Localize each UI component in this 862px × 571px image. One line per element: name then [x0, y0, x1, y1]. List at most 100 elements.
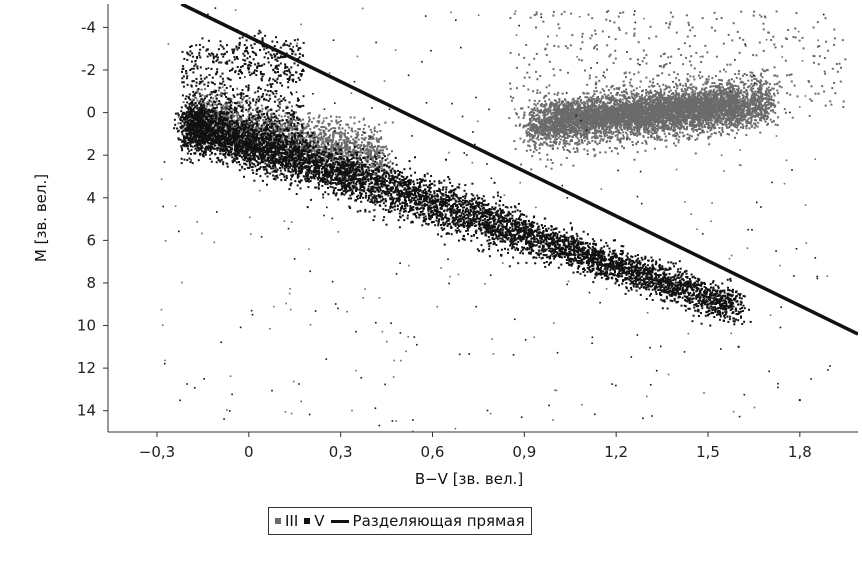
data-point-iii: [580, 129, 582, 132]
data-point-iii: [750, 119, 753, 122]
data-point-iii: [716, 123, 719, 126]
data-point-iii: [538, 99, 541, 102]
data-point-iii: [541, 127, 544, 130]
data-point-iii: [634, 126, 637, 129]
data-point-iii: [682, 125, 685, 128]
data-point-iii: [699, 95, 702, 98]
data-point-iii: [601, 103, 604, 106]
data-point-iii: [567, 104, 569, 107]
data-point-iii: [757, 112, 760, 115]
data-point-iii: [594, 128, 597, 131]
data-point-iii: [587, 128, 590, 131]
data-point-iii: [596, 143, 599, 146]
data-point-iii: [543, 133, 545, 136]
data-point-iii: [552, 104, 555, 107]
data-point-iii: [586, 149, 589, 152]
data-point-iii: [699, 77, 702, 80]
data-point-iii: [677, 121, 680, 124]
data-point-iii: [774, 104, 777, 107]
data-point-iii: [636, 93, 639, 96]
data-point-iii: [536, 91, 539, 94]
data-point-iii: [745, 112, 748, 115]
data-point-iii: [746, 86, 749, 89]
data-point-iii: [552, 136, 555, 139]
data-point-iii: [621, 98, 624, 101]
data-point-iii: [741, 104, 744, 107]
data-point-iii: [696, 129, 699, 132]
data-point-iii: [663, 124, 666, 127]
data-point-iii: [733, 88, 736, 90]
data-point-iii: [662, 124, 665, 127]
data-point-iii: [541, 125, 543, 128]
data-point-iii: [706, 118, 709, 121]
data-point-iii: [525, 124, 528, 127]
data-point-iii: [674, 104, 677, 107]
data-point-iii: [547, 137, 549, 140]
data-point-iii: [751, 112, 754, 115]
data-point-iii: [684, 94, 687, 97]
data-point-iii: [772, 104, 775, 107]
data-point-iii: [537, 136, 539, 138]
data-point-iii: [523, 111, 526, 114]
data-point-iii: [547, 131, 550, 134]
data-point-iii: [559, 135, 562, 137]
data-point-iii: [541, 124, 544, 127]
data-point-iii: [708, 118, 711, 121]
data-point-iii: [578, 128, 581, 131]
data-point-iii: [762, 115, 764, 118]
data-point-iii: [534, 141, 537, 144]
data-point-iii: [630, 126, 633, 129]
data-point-iii: [725, 119, 728, 122]
data-point-iii: [772, 102, 775, 105]
data-point-iii: [699, 121, 702, 124]
data-point-iii: [710, 128, 713, 131]
data-point-iii: [536, 110, 539, 113]
data-point-iii: [773, 94, 776, 97]
data-point-iii: [568, 112, 571, 114]
data-point-iii: [536, 102, 539, 105]
data-point-iii: [718, 131, 721, 134]
data-point-iii: [537, 120, 540, 123]
data-point-iii: [628, 138, 631, 141]
data-point-iii: [708, 143, 711, 146]
data-point-iii: [541, 138, 544, 141]
data-point-iii: [711, 119, 714, 122]
data-point-iii: [568, 143, 571, 146]
data-point-iii: [680, 120, 682, 123]
data-point-iii: [718, 105, 721, 108]
data-point-iii: [707, 78, 710, 81]
data-point-iii: [557, 119, 560, 122]
data-point-iii: [772, 110, 775, 113]
data-point-iii: [728, 126, 731, 129]
data-point-iii: [533, 115, 536, 118]
data-point-iii: [751, 111, 754, 114]
data-point-iii: [708, 124, 711, 127]
data-point-iii: [542, 105, 545, 108]
data-point-iii: [533, 99, 536, 102]
data-point-iii: [562, 146, 564, 149]
data-point-iii: [768, 99, 771, 102]
data-point-iii: [760, 106, 763, 109]
data-point-iii: [685, 84, 687, 87]
data-point-iii: [701, 120, 704, 122]
data-point-iii: [558, 131, 561, 134]
data-point-iii: [671, 124, 673, 127]
data-point-iii: [581, 141, 584, 144]
data-point-iii: [693, 90, 696, 93]
data-point-iii: [619, 103, 622, 106]
data-point-iii: [628, 81, 631, 84]
data-point-iii: [678, 128, 681, 131]
data-point-iii: [535, 124, 538, 127]
data-point-iii: [691, 89, 694, 92]
data-point-iii: [772, 120, 775, 123]
data-point-iii: [672, 134, 675, 137]
data-point-iii: [743, 86, 746, 89]
data-point-iii: [657, 135, 660, 138]
data-point-iii: [527, 131, 530, 134]
data-point-iii: [540, 133, 543, 136]
data-point-iii: [749, 74, 752, 77]
data-point-iii: [540, 105, 543, 108]
data-point-iii: [757, 107, 760, 110]
data-point-iii: [638, 132, 641, 135]
data-point-iii: [673, 86, 676, 89]
